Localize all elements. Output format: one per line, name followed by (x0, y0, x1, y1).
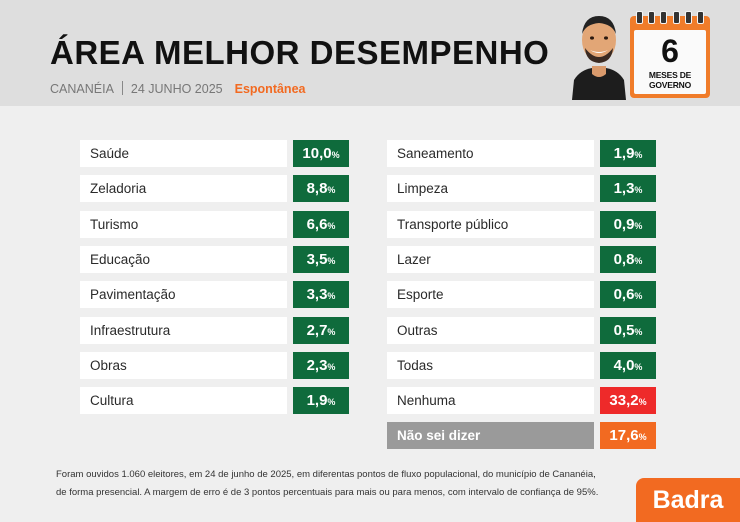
value-number: 0,5 (613, 321, 635, 339)
value-number: 17,6 (609, 427, 639, 445)
percent-sign: % (327, 220, 336, 231)
value-number: 3,3 (306, 286, 328, 304)
row-label: Lazer (387, 245, 594, 273)
value-number: 0,9 (613, 215, 635, 233)
calendar-label: MESES DE GOVERNO (648, 70, 692, 90)
row-label: Nenhuma (387, 387, 594, 415)
row-value: 1,3% (600, 175, 656, 203)
value-number: 2,7 (306, 321, 328, 339)
row-label: Outras (387, 316, 594, 344)
percent-sign: % (638, 397, 647, 408)
value-number: 1,9 (613, 145, 635, 162)
row-value: 3,5% (293, 245, 349, 273)
brand-logo: Badra (636, 478, 740, 522)
location-text: CANANÉIA (50, 82, 114, 96)
row-value: 10,0% (293, 140, 349, 167)
header-band: ÁREA MELHOR DESEMPENHO CANANÉIA 24 JUNHO … (0, 0, 740, 106)
calendar-rings (636, 11, 704, 24)
percent-sign: % (634, 361, 643, 372)
footnote-line-1: Foram ouvidos 1.060 eleitores, em 24 de … (56, 469, 596, 480)
value-number: 6,6 (306, 215, 328, 233)
footnote-line-2: de forma presencial. A margem de erro é … (56, 487, 599, 498)
row-value: 0,9% (600, 210, 656, 238)
value-number: 4,0 (613, 356, 635, 374)
row-value: 0,8% (600, 245, 656, 273)
row-value: 0,6% (600, 281, 656, 309)
percent-sign: % (634, 220, 643, 231)
percent-sign: % (634, 326, 643, 337)
percent-sign: % (327, 185, 336, 196)
percent-sign: % (634, 150, 643, 160)
row-value: 1,9% (293, 387, 349, 415)
row-label: Transporte público (387, 210, 594, 238)
value-number: 2,3 (306, 356, 328, 374)
subtitle: CANANÉIA 24 JUNHO 2025 Espontânea (50, 81, 305, 96)
percent-sign: % (634, 185, 643, 196)
value-number: 8,8 (306, 180, 328, 198)
row-label: Não sei dizer (387, 422, 594, 450)
percent-sign: % (634, 255, 643, 266)
row-value: 4,0% (600, 351, 656, 379)
row-value: 1,9% (600, 140, 656, 167)
percent-sign: % (638, 432, 647, 443)
calendar-page: 6 MESES DE GOVERNO (634, 30, 706, 94)
row-value: 2,7% (293, 316, 349, 344)
row-value: 3,3% (293, 281, 349, 309)
percent-sign: % (634, 291, 643, 302)
value-number: 1,3 (613, 180, 635, 198)
percent-sign: % (327, 397, 336, 408)
value-number: 33,2 (609, 392, 639, 410)
row-value: 17,6% (600, 422, 656, 450)
row-label: Educação (80, 245, 287, 273)
row-label: Saúde (80, 140, 287, 167)
row-label: Infraestrutura (80, 316, 287, 344)
value-number: 0,6 (613, 286, 635, 304)
row-value: 2,3% (293, 351, 349, 379)
row-value: 33,2% (600, 387, 656, 415)
percent-sign: % (327, 361, 336, 372)
page-title: ÁREA MELHOR DESEMPENHO (50, 34, 550, 71)
percent-sign: % (327, 291, 336, 302)
value-number: 1,9 (306, 392, 328, 410)
footnote: Foram ouvidos 1.060 eleitores, em 24 de … (56, 466, 616, 502)
row-value: 0,5% (600, 316, 656, 344)
row-label: Cultura (80, 387, 287, 415)
row-label: Zeladoria (80, 175, 287, 203)
divider (121, 81, 123, 95)
survey-type-tag: Espontânea (234, 82, 306, 96)
calendar-icon: 6 MESES DE GOVERNO (630, 11, 710, 98)
row-label: Turismo (80, 210, 287, 238)
row-value: 8,8% (293, 175, 349, 203)
row-label: Pavimentação (80, 281, 287, 309)
row-label: Esporte (387, 281, 594, 309)
row-label: Obras (80, 351, 287, 379)
value-number: 0,8 (613, 250, 635, 268)
value-number: 3,5 (306, 250, 328, 268)
date-text: 24 JUNHO 2025 (130, 82, 223, 96)
mayor-avatar (572, 16, 626, 100)
percent-sign: % (331, 150, 340, 160)
row-value: 6,6% (293, 210, 349, 238)
row-label: Saneamento (387, 140, 594, 167)
percent-sign: % (327, 255, 336, 266)
value-number: 10,0 (302, 145, 332, 162)
percent-sign: % (327, 326, 336, 337)
row-label: Todas (387, 351, 594, 379)
calendar-number: 6 (661, 33, 679, 69)
row-label: Limpeza (387, 175, 594, 203)
